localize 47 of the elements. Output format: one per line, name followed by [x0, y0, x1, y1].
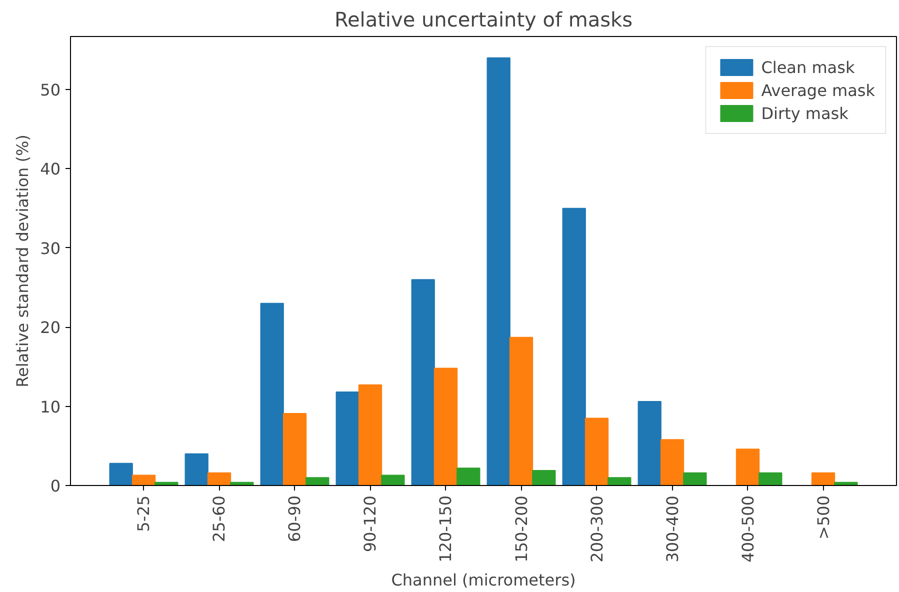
bar	[184, 453, 208, 486]
x-tick-label: >500	[814, 495, 833, 540]
bar	[811, 472, 836, 486]
bar	[532, 470, 556, 486]
bar	[336, 392, 360, 486]
chart-title: Relative uncertainty of masks	[334, 8, 633, 32]
y-tick-label: 40	[40, 160, 60, 179]
bar	[306, 477, 330, 486]
x-tick-label: 90-120	[360, 496, 380, 552]
y-tick-label: 50	[40, 80, 60, 100]
legend-label: Clean mask	[761, 58, 855, 76]
x-tick-label: 200-300	[587, 495, 606, 562]
x-tick-label: 25-60	[210, 495, 229, 542]
x-tick-label: 150-200	[512, 495, 531, 562]
bar	[683, 472, 707, 486]
x-tick-label: 300-400	[662, 495, 682, 562]
legend-label: Average mask	[761, 80, 875, 100]
y-tick-label: 20	[40, 318, 60, 338]
x-tick-label: 120-150	[436, 495, 456, 562]
x-tick-label: 5-25	[134, 496, 154, 532]
y-tick-label: 0	[50, 476, 61, 496]
bar	[207, 472, 232, 486]
y-tick-label: 10	[40, 397, 60, 416]
bar	[411, 279, 435, 486]
bar	[660, 439, 684, 486]
bar	[758, 472, 782, 486]
bar	[381, 474, 405, 486]
y-axis-title: Relative standard deviation (%)	[13, 134, 32, 388]
bar	[109, 462, 133, 486]
bar	[736, 448, 760, 486]
x-axis-title: Channel (micrometers)	[391, 570, 576, 590]
y-tick-label: 30	[40, 238, 60, 258]
bar	[584, 418, 609, 486]
bar	[486, 57, 510, 486]
x-tick-label: 60-90	[285, 495, 304, 542]
bar	[434, 368, 458, 486]
x-tick-label: 400-500	[738, 495, 758, 562]
bar	[509, 336, 534, 486]
bar	[358, 384, 382, 486]
legend-label: Dirty mask	[761, 104, 848, 122]
bar	[132, 474, 156, 486]
bar	[282, 412, 307, 486]
bar	[638, 401, 662, 486]
bar	[260, 302, 284, 486]
bar	[608, 477, 632, 486]
bar	[562, 208, 586, 486]
bar	[456, 468, 480, 486]
